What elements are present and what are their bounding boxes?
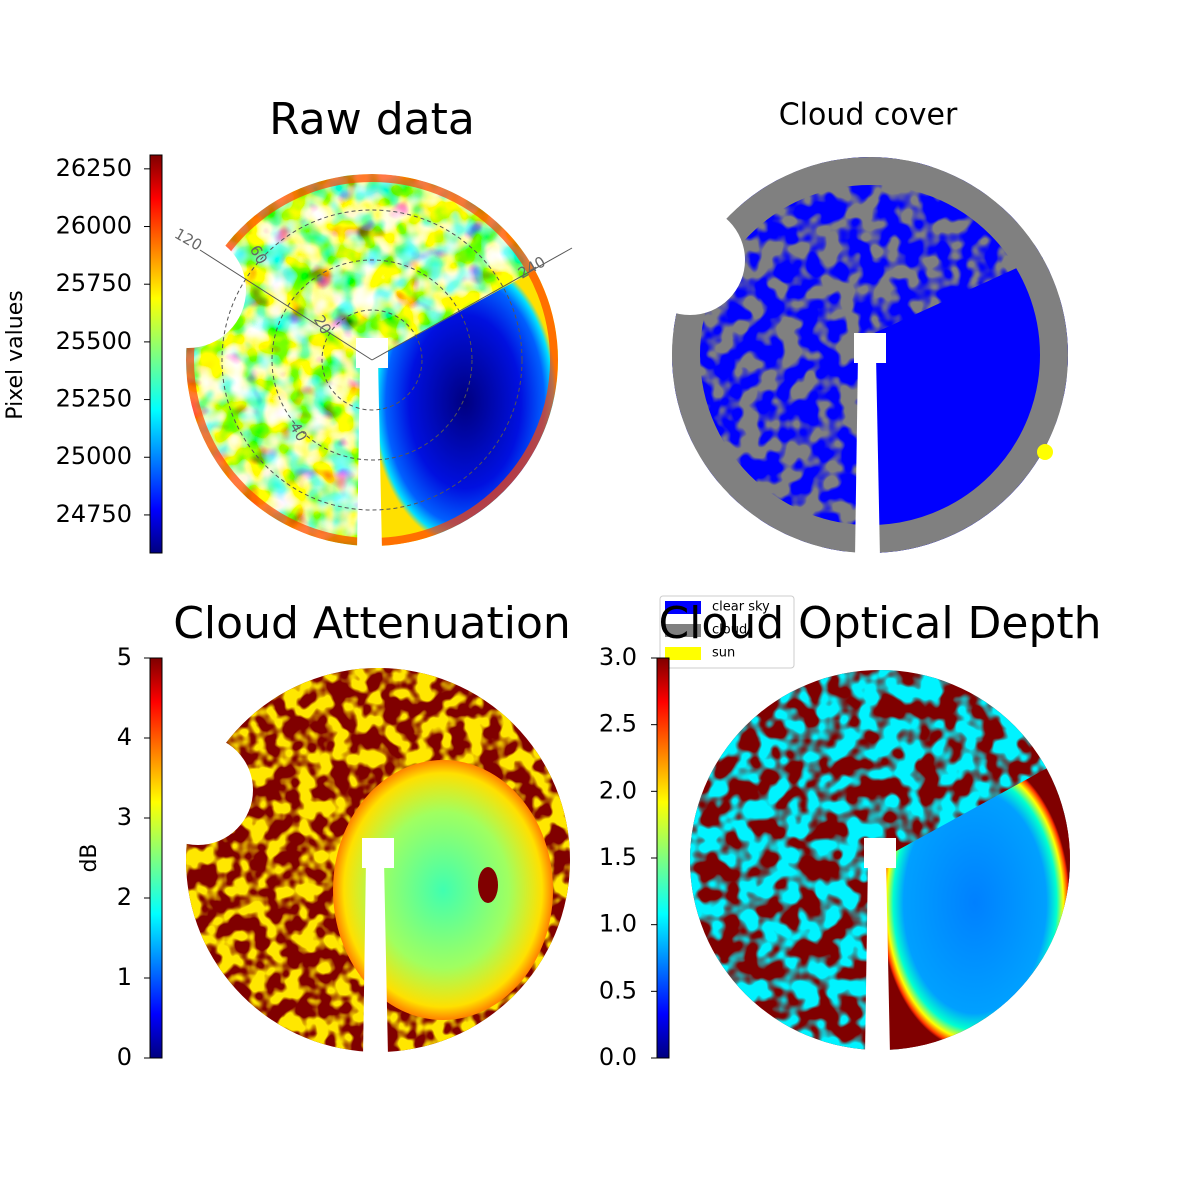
mask-notch [635, 205, 745, 315]
legend-label: cloud [712, 623, 747, 638]
colorbar-tick-label: 1.0 [599, 910, 637, 938]
panel [635, 157, 1068, 558]
polar-ring [271, 259, 473, 461]
colorbar-tick-label: 1 [117, 963, 132, 991]
sky-images [130, 157, 1070, 1057]
colorbar-tick-label: 1.5 [599, 843, 637, 871]
colorbar-tick-label: 24750 [56, 500, 132, 528]
panel [690, 670, 1070, 1055]
mask-notch [143, 735, 253, 845]
panel-title: Cloud Optical Depth [658, 598, 1101, 649]
colorbar-tick-label: 25500 [56, 327, 132, 355]
legend-label: clear sky [712, 600, 770, 615]
mask-block [362, 838, 394, 868]
sky-disc [186, 668, 570, 1052]
colorbar-tick-label: 3 [117, 803, 132, 831]
colorbar-tick-label: 25000 [56, 442, 132, 470]
mask-arm [865, 860, 890, 1055]
mask-arm [855, 355, 880, 558]
legend-swatch [665, 647, 701, 660]
cloud-blob [478, 867, 498, 903]
colorbar-tick-label: 2.5 [599, 710, 637, 738]
colorbar-tick-label: 25250 [56, 385, 132, 413]
mask-block [854, 333, 886, 363]
polar-ring [321, 309, 423, 411]
clear-region [880, 755, 1070, 1050]
colorbar-label: Pixel values [3, 290, 28, 419]
polar-ring [221, 209, 523, 511]
mask-arm [363, 860, 388, 1057]
polar-spoke [371, 247, 573, 361]
sun [1037, 444, 1053, 460]
colorbar-tick-label: 2.0 [599, 776, 637, 804]
legend: clear sky cloud sun [659, 595, 795, 669]
colorbar-tick-label: 0.0 [599, 1043, 637, 1071]
colorbar-tick-label: 26250 [56, 154, 132, 182]
colorbar-tick-label: 25750 [56, 269, 132, 297]
colorbar-tick-label: 4 [117, 723, 132, 751]
colorbar-tick-label: 26000 [56, 212, 132, 240]
panel-title: Raw data [269, 94, 475, 145]
legend-swatch [665, 624, 701, 637]
colorbar-tick-label: 2 [117, 883, 132, 911]
panel [130, 174, 573, 551]
overlay: 24750 25000 25250 25500 25750 26000 26250 Pixel… [3, 94, 1102, 1071]
panel [143, 668, 570, 1057]
polar-spoke [199, 249, 373, 361]
colorbar [149, 154, 163, 554]
colorbar [149, 657, 163, 1059]
panel-title: Cloud Attenuation [173, 598, 571, 649]
mask-block [864, 838, 896, 868]
colorbar [656, 657, 670, 1059]
colorbar-tick-label: 0 [117, 1043, 132, 1071]
colorbar-tick-label: 5 [117, 643, 132, 671]
legend-swatch [665, 601, 701, 614]
colorbar-label: dB [77, 843, 102, 872]
panel-title: Cloud cover [779, 98, 958, 133]
colorbar-tick-label: 0.5 [599, 976, 637, 1004]
legend-label: sun [712, 646, 735, 661]
clear-region [333, 760, 553, 1020]
colorbar-tick-label: 3.0 [599, 643, 637, 671]
mask-arm [357, 360, 382, 551]
